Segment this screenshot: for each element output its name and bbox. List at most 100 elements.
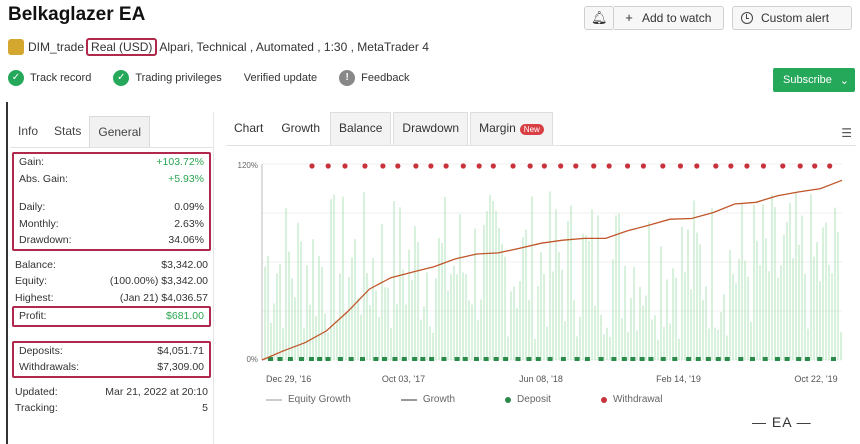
deposit-point bbox=[308, 357, 314, 361]
activity-bar bbox=[351, 257, 353, 360]
stat-row: Deposits: $4,051.71 bbox=[19, 344, 204, 357]
deposit-point bbox=[672, 357, 678, 361]
activity-bar bbox=[417, 242, 419, 360]
activity-bar bbox=[771, 194, 773, 360]
activity-bar bbox=[717, 329, 719, 360]
activity-bar bbox=[324, 313, 326, 360]
deposit-point bbox=[401, 357, 407, 361]
badge-feedback[interactable]: ! Feedback bbox=[339, 70, 409, 86]
activity-bar bbox=[498, 227, 500, 360]
activity-bar bbox=[684, 272, 686, 360]
chevron-down-icon: ⌄ bbox=[839, 74, 849, 87]
tab-info[interactable]: Info bbox=[18, 124, 39, 138]
activity-bar bbox=[594, 305, 596, 360]
withdrawal-point bbox=[342, 163, 348, 169]
bell-button[interactable]: 🔔︎ bbox=[584, 6, 614, 30]
legend-dot bbox=[600, 396, 607, 403]
withdrawal-point bbox=[309, 163, 315, 169]
activity-bar bbox=[777, 277, 779, 360]
activity-bar bbox=[624, 265, 626, 360]
badge-trading-privileges[interactable]: ✓ Trading privileges bbox=[113, 70, 222, 86]
activity-bar bbox=[675, 277, 677, 360]
badge-track-record[interactable]: ✓ Track record bbox=[8, 70, 91, 86]
x-tick-label: Dec 29, '16 bbox=[266, 374, 311, 384]
tab-drawdown[interactable]: Drawdown bbox=[393, 112, 469, 145]
deposit-point bbox=[473, 357, 479, 361]
activity-bar bbox=[441, 242, 443, 360]
tab-general[interactable]: General bbox=[89, 116, 151, 147]
new-badge: New bbox=[519, 124, 544, 135]
activity-bar bbox=[291, 278, 293, 360]
activity-bar bbox=[534, 338, 536, 360]
add-to-watch-button[interactable]: + Add to watch bbox=[614, 6, 724, 30]
legend-item-equity-growth[interactable]: Equity Growth bbox=[266, 394, 351, 405]
tab-balance[interactable]: Balance bbox=[330, 112, 392, 145]
tab-growth[interactable]: Growth bbox=[281, 121, 321, 135]
activity-bar bbox=[807, 328, 809, 360]
badge-verified-update[interactable]: Verified update bbox=[244, 72, 317, 84]
deposit-point bbox=[429, 357, 435, 361]
stat-row: Balance: $3,342.00 bbox=[15, 258, 208, 271]
activity-bar bbox=[792, 258, 794, 360]
tab-margin[interactable]: Margin New bbox=[470, 112, 553, 145]
deposit-point bbox=[325, 357, 331, 361]
activity-bar bbox=[810, 194, 812, 360]
subscribe-label: Subscribe bbox=[783, 74, 832, 86]
deposit-point bbox=[584, 357, 590, 361]
activity-bar bbox=[591, 209, 593, 360]
activity-bar bbox=[657, 339, 659, 360]
badge-label: Track record bbox=[30, 72, 92, 84]
activity-bar bbox=[480, 299, 482, 360]
withdrawal-point bbox=[362, 163, 368, 169]
withdrawal-point bbox=[760, 163, 767, 169]
activity-bar bbox=[831, 273, 833, 360]
x-tick-label: Jun 08, '18 bbox=[519, 374, 563, 384]
activity-bar bbox=[756, 240, 758, 360]
activity-bar bbox=[561, 269, 563, 360]
withdrawal-point bbox=[591, 163, 597, 169]
clock-icon bbox=[741, 12, 753, 24]
legend-item-deposit[interactable]: Deposit bbox=[505, 394, 551, 405]
withdrawal-point bbox=[527, 163, 533, 169]
activity-bar bbox=[648, 221, 650, 360]
deposit-point bbox=[268, 357, 273, 361]
activity-bar bbox=[315, 316, 317, 360]
activity-bar bbox=[540, 252, 542, 360]
legend-item-withdrawal[interactable]: Withdrawal bbox=[600, 394, 662, 405]
deposit-point bbox=[715, 357, 721, 361]
activity-bar bbox=[525, 229, 527, 360]
legend-item-growth[interactable]: Growth bbox=[400, 394, 455, 405]
activity-bar bbox=[765, 238, 767, 360]
activity-bar bbox=[816, 242, 818, 360]
activity-bar bbox=[402, 269, 404, 360]
activity-bar bbox=[375, 290, 377, 360]
activity-bar bbox=[477, 320, 479, 360]
activity-bar bbox=[489, 194, 491, 360]
activity-bar bbox=[681, 226, 683, 360]
stat-row: Equity: (100.00%) $3,342.00 bbox=[15, 275, 208, 288]
activity-bar bbox=[423, 306, 425, 360]
activity-bar bbox=[705, 286, 707, 360]
chart-menu-icon[interactable]: ☰ bbox=[841, 126, 852, 140]
check-icon: ✓ bbox=[113, 70, 130, 86]
withdrawal-point bbox=[476, 163, 482, 169]
custom-alert-button[interactable]: Custom alert bbox=[732, 6, 852, 30]
tab-stats[interactable]: Stats bbox=[54, 124, 82, 138]
activity-bar bbox=[621, 318, 623, 360]
plus-icon: + bbox=[625, 10, 633, 25]
activity-bar bbox=[663, 327, 665, 360]
tab-chart[interactable]: Chart bbox=[234, 121, 264, 135]
deposit-point bbox=[392, 357, 398, 361]
activity-bar bbox=[507, 336, 509, 360]
meta-user[interactable]: DIM_trade bbox=[28, 40, 85, 54]
activity-bar bbox=[369, 305, 371, 360]
activity-bar bbox=[555, 209, 557, 360]
meta-broker[interactable]: Alpari bbox=[159, 40, 191, 54]
activity-bar bbox=[786, 221, 788, 360]
subscribe-button[interactable]: Subscribe ⌄ bbox=[773, 68, 855, 92]
activity-bar bbox=[396, 304, 398, 360]
activity-bar bbox=[414, 226, 416, 360]
deposit-point bbox=[420, 357, 426, 361]
deposit-point bbox=[817, 357, 823, 361]
activity-bar bbox=[486, 211, 488, 360]
